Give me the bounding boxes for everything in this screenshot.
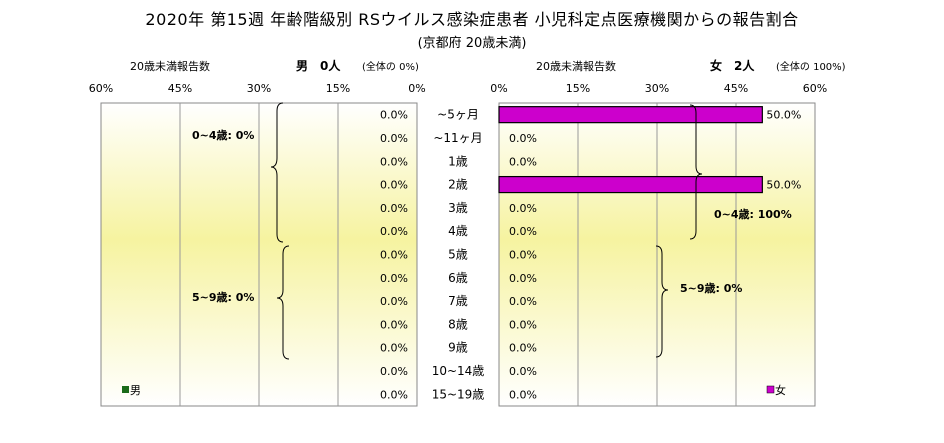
- male-value-label: 0.0%: [380, 365, 408, 378]
- right-x-tick-label: 45%: [724, 82, 748, 95]
- male-value-label: 0.0%: [380, 202, 408, 215]
- female-value-label: 0.0%: [509, 132, 537, 145]
- female-value-label: 50.0%: [766, 109, 801, 122]
- age-category-label: 2歳: [448, 178, 468, 192]
- chart-title: 2020年 第15週 年齢階級別 RSウイルス感染症患者 小児科定点医療機関から…: [145, 10, 799, 29]
- age-category-label: 4歳: [448, 224, 468, 238]
- right-brace-0-4: [689, 104, 703, 240]
- right-x-tick-label: 15%: [566, 82, 590, 95]
- age-category-label: 3歳: [448, 201, 468, 215]
- female-value-label: 0.0%: [509, 155, 537, 168]
- left-brace-0-4: [270, 102, 284, 243]
- male-value-label: 0.0%: [380, 342, 408, 355]
- left-share: (全体の 0%): [362, 60, 419, 73]
- female-value-label: 0.0%: [509, 342, 537, 355]
- age-category-label: 9歳: [448, 341, 468, 355]
- left-brace-5-9: [276, 245, 290, 360]
- legend-female-label: 女: [775, 383, 786, 397]
- age-category-label: ~5ヶ月: [437, 108, 479, 122]
- female-bar: [498, 106, 763, 124]
- female-value-label: 0.0%: [509, 272, 537, 285]
- age-category-label: 1歳: [448, 154, 468, 168]
- female-value-label: 0.0%: [509, 295, 537, 308]
- left-annotation-5-9: 5~9歳: 0%: [192, 290, 254, 304]
- age-category-label: 8歳: [448, 317, 468, 331]
- left-count: 0人: [320, 58, 341, 73]
- male-value-label: 0.0%: [380, 179, 408, 192]
- age-category-label: 7歳: [448, 294, 468, 308]
- right-sex-label: 女: [710, 58, 722, 73]
- female-value-label: 0.0%: [509, 202, 537, 215]
- female-value-label: 50.0%: [766, 179, 801, 192]
- female-value-label: 0.0%: [509, 388, 537, 401]
- male-value-label: 0.0%: [380, 155, 408, 168]
- female-value-label: 0.0%: [509, 249, 537, 262]
- right-caption: 20歳未満報告数: [536, 60, 616, 73]
- left-x-tick-label: 15%: [326, 82, 350, 95]
- female-value-label: 0.0%: [509, 365, 537, 378]
- age-category-label: 5歳: [448, 248, 468, 262]
- right-x-tick-label: 30%: [645, 82, 669, 95]
- right-x-tick-label: 0%: [490, 82, 507, 95]
- legend-male-label: 男: [130, 384, 141, 397]
- male-value-label: 0.0%: [380, 272, 408, 285]
- male-value-label: 0.0%: [380, 132, 408, 145]
- left-x-tick-label: 0%: [408, 82, 425, 95]
- male-value-label: 0.0%: [380, 388, 408, 401]
- right-x-tick-label: 60%: [803, 82, 827, 95]
- right-share: (全体の 100%): [776, 60, 846, 73]
- left-x-tick-label: 60%: [89, 82, 113, 95]
- left-annotation-0-4: 0~4歳: 0%: [192, 128, 254, 142]
- age-category-label: 6歳: [448, 271, 468, 285]
- female-value-label: 0.0%: [509, 318, 537, 331]
- left-caption: 20歳未満報告数: [130, 60, 210, 73]
- female-value-label: 0.0%: [509, 225, 537, 238]
- male-value-label: 0.0%: [380, 318, 408, 331]
- male-value-label: 0.0%: [380, 249, 408, 262]
- left-x-tick-label: 30%: [247, 82, 271, 95]
- age-category-label: ~11ヶ月: [433, 131, 482, 145]
- right-brace-5-9: [655, 245, 669, 358]
- age-category-label: 15~19歳: [432, 387, 485, 401]
- right-count: 2人: [734, 58, 755, 73]
- age-category-label: 10~14歳: [432, 364, 485, 378]
- legend-female-swatch: [766, 385, 775, 394]
- chart-subtitle: (京都府 20歳未満): [417, 36, 527, 51]
- female-bar: [498, 175, 763, 194]
- left-x-tick-label: 45%: [168, 82, 192, 95]
- male-value-label: 0.0%: [380, 295, 408, 308]
- male-value-label: 0.0%: [380, 225, 408, 238]
- right-annotation-0-4: 0~4歳: 100%: [714, 207, 792, 221]
- right-annotation-5-9: 5~9歳: 0%: [680, 281, 742, 295]
- legend-male-swatch: [122, 386, 129, 393]
- male-value-label: 0.0%: [380, 109, 408, 122]
- left-sex-label: 男: [296, 59, 308, 73]
